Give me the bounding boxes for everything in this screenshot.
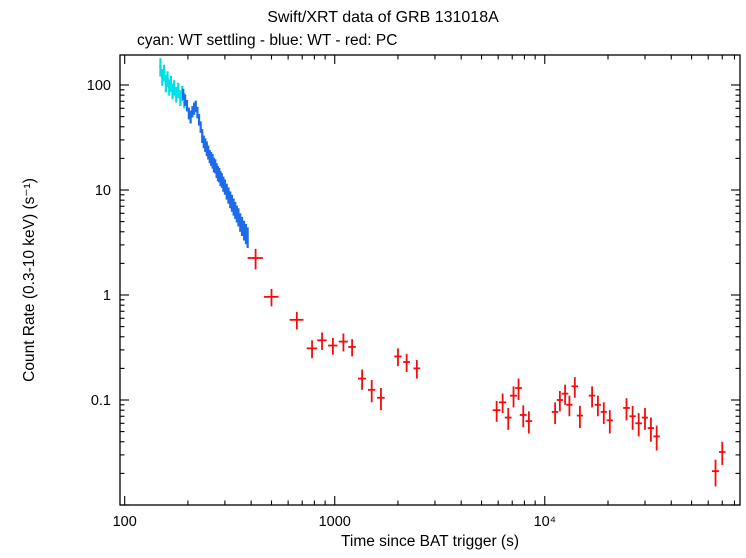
svg-text:10⁴: 10⁴ (534, 514, 556, 530)
svg-text:100: 100 (113, 514, 137, 530)
svg-text:100: 100 (87, 78, 111, 94)
x-tick-labels: 100 1000 10⁴ (113, 514, 556, 530)
svg-text:1: 1 (103, 288, 111, 304)
svg-text:1000: 1000 (319, 514, 351, 530)
chart-title: Swift/XRT data of GRB 131018A (267, 9, 499, 26)
axis-ticks (120, 55, 740, 506)
y-tick-labels: 0.1 1 10 100 (87, 78, 111, 409)
svg-text:10: 10 (95, 183, 111, 199)
svg-text:0.1: 0.1 (91, 393, 111, 409)
plot-frame (119, 54, 741, 506)
x-axis-label: Time since BAT trigger (s) (341, 533, 519, 550)
y-axis-label: Count Rate (0.3-10 keV) (s⁻¹) (21, 178, 38, 382)
series-pc (247, 248, 726, 487)
series-wt (182, 88, 249, 249)
series-wt-settling (159, 58, 186, 109)
data-series (159, 58, 726, 487)
chart-subtitle: cyan: WT settling - blue: WT - red: PC (137, 32, 397, 49)
